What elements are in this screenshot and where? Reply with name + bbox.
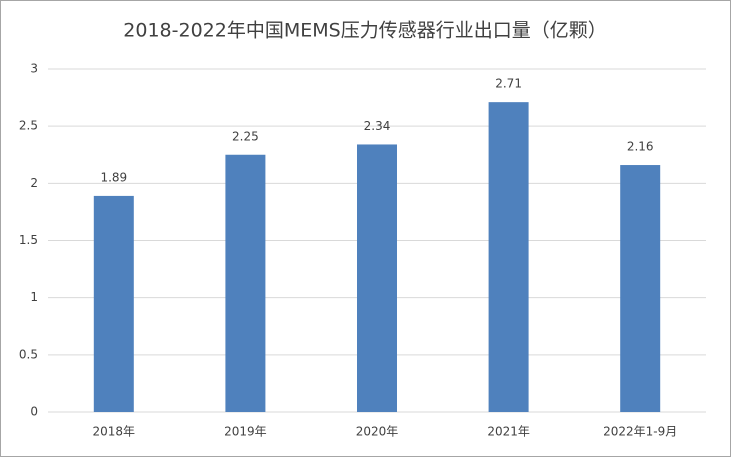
y-tick-label: 1.5 bbox=[19, 233, 38, 247]
y-tick-label: 1 bbox=[30, 290, 38, 304]
data-label: 1.89 bbox=[100, 170, 127, 184]
x-tick-label: 2019年 bbox=[224, 425, 267, 439]
y-tick-label: 2 bbox=[30, 176, 38, 190]
x-tick-label: 2021年 bbox=[487, 425, 530, 439]
bar bbox=[620, 165, 661, 412]
chart-title: 2018-2022年中国MEMS压力传感器行业出口量（亿颗） bbox=[123, 20, 606, 42]
bar bbox=[225, 154, 266, 412]
data-label: 2.34 bbox=[364, 119, 391, 133]
x-tick-label: 2018年 bbox=[93, 425, 136, 439]
data-label: 2.71 bbox=[495, 77, 522, 91]
y-tick-label: 2.5 bbox=[19, 119, 38, 133]
bar bbox=[357, 144, 397, 412]
x-tick-label: 2020年 bbox=[356, 425, 399, 439]
y-tick-label: 0.5 bbox=[19, 347, 38, 361]
data-label: 2.25 bbox=[232, 129, 259, 143]
bar bbox=[488, 102, 529, 412]
bar bbox=[93, 195, 134, 412]
data-label: 2.16 bbox=[627, 140, 654, 154]
x-tick-label: 2022年1-9月 bbox=[603, 425, 677, 439]
y-tick-label: 3 bbox=[30, 62, 38, 76]
y-tick-label: 0 bbox=[30, 405, 38, 419]
